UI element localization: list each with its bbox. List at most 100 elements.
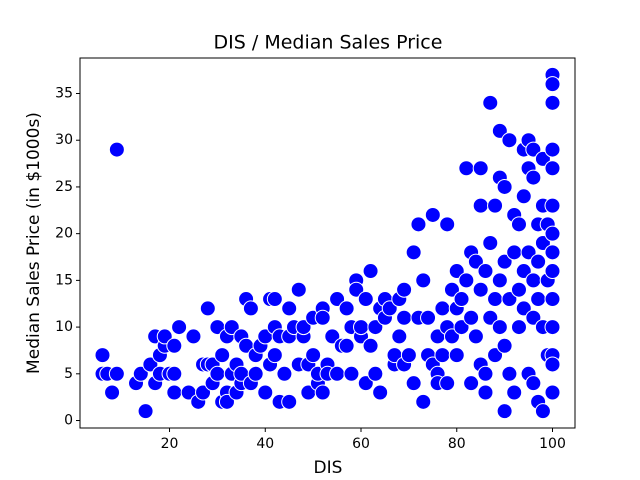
point — [209, 365, 226, 382]
point — [544, 319, 561, 336]
point — [343, 365, 360, 382]
x-axis-label: DIS — [314, 458, 343, 478]
point — [525, 272, 542, 289]
point — [242, 300, 259, 317]
point — [104, 384, 121, 401]
point — [314, 384, 331, 401]
point — [487, 291, 504, 308]
point — [544, 384, 561, 401]
point — [223, 319, 240, 336]
point — [487, 347, 504, 364]
point — [501, 291, 518, 308]
point — [482, 309, 499, 326]
point — [491, 319, 508, 336]
point — [257, 384, 274, 401]
point — [544, 197, 561, 214]
point — [324, 328, 341, 345]
point — [415, 272, 432, 289]
point — [367, 365, 384, 382]
point — [348, 281, 365, 298]
point — [108, 141, 125, 158]
point — [329, 365, 346, 382]
point — [290, 281, 307, 298]
point — [132, 365, 149, 382]
point — [305, 347, 322, 364]
point — [396, 281, 413, 298]
point — [372, 384, 389, 401]
point — [281, 393, 298, 410]
point — [544, 356, 561, 373]
point — [166, 337, 183, 354]
x-tick-label: 60 — [352, 436, 370, 452]
y-axis-label: Median Sales Price (in $1000s) — [24, 112, 44, 374]
point — [515, 188, 532, 205]
point — [362, 337, 379, 354]
point — [415, 393, 432, 410]
point — [276, 365, 293, 382]
point — [391, 328, 408, 345]
point — [472, 281, 489, 298]
y-tick-label: 25 — [55, 179, 73, 195]
point — [443, 281, 460, 298]
point — [544, 263, 561, 280]
point — [544, 141, 561, 158]
point — [510, 281, 527, 298]
point — [496, 337, 513, 354]
point — [487, 197, 504, 214]
x-tick-label: 20 — [161, 436, 179, 452]
point — [463, 375, 480, 392]
point — [544, 244, 561, 261]
point — [525, 375, 542, 392]
point — [281, 300, 298, 317]
point — [477, 263, 494, 280]
point — [410, 216, 427, 233]
point — [463, 309, 480, 326]
point — [439, 375, 456, 392]
point — [525, 309, 542, 326]
point — [218, 393, 235, 410]
point — [544, 94, 561, 111]
point — [544, 291, 561, 308]
point — [472, 197, 489, 214]
chart-title: DIS / Median Sales Price — [214, 32, 443, 54]
point — [199, 300, 216, 317]
point — [357, 375, 374, 392]
point — [544, 160, 561, 177]
point — [353, 319, 370, 336]
point — [396, 309, 413, 326]
point — [534, 403, 551, 420]
point — [381, 300, 398, 317]
point — [544, 76, 561, 93]
point — [314, 309, 331, 326]
point — [525, 141, 542, 158]
point — [443, 328, 460, 345]
y-tick-label: 5 — [64, 366, 73, 382]
plot-area — [94, 66, 561, 420]
y-tick-label: 10 — [55, 319, 73, 335]
point — [405, 244, 422, 261]
point — [491, 122, 508, 139]
point — [506, 244, 523, 261]
point — [329, 291, 346, 308]
point — [405, 375, 422, 392]
point — [94, 347, 111, 364]
point — [367, 319, 384, 336]
point — [467, 253, 484, 270]
point — [510, 319, 527, 336]
point — [530, 291, 547, 308]
point — [510, 216, 527, 233]
point — [515, 263, 532, 280]
point — [400, 347, 417, 364]
point — [195, 384, 212, 401]
point — [137, 403, 154, 420]
point — [448, 263, 465, 280]
point — [424, 206, 441, 223]
x-tick-label: 100 — [539, 436, 566, 452]
point — [357, 291, 374, 308]
x-tick-label: 80 — [448, 436, 466, 452]
y-tick-label: 15 — [55, 272, 73, 288]
point — [142, 356, 159, 373]
point — [472, 160, 489, 177]
point — [439, 216, 456, 233]
